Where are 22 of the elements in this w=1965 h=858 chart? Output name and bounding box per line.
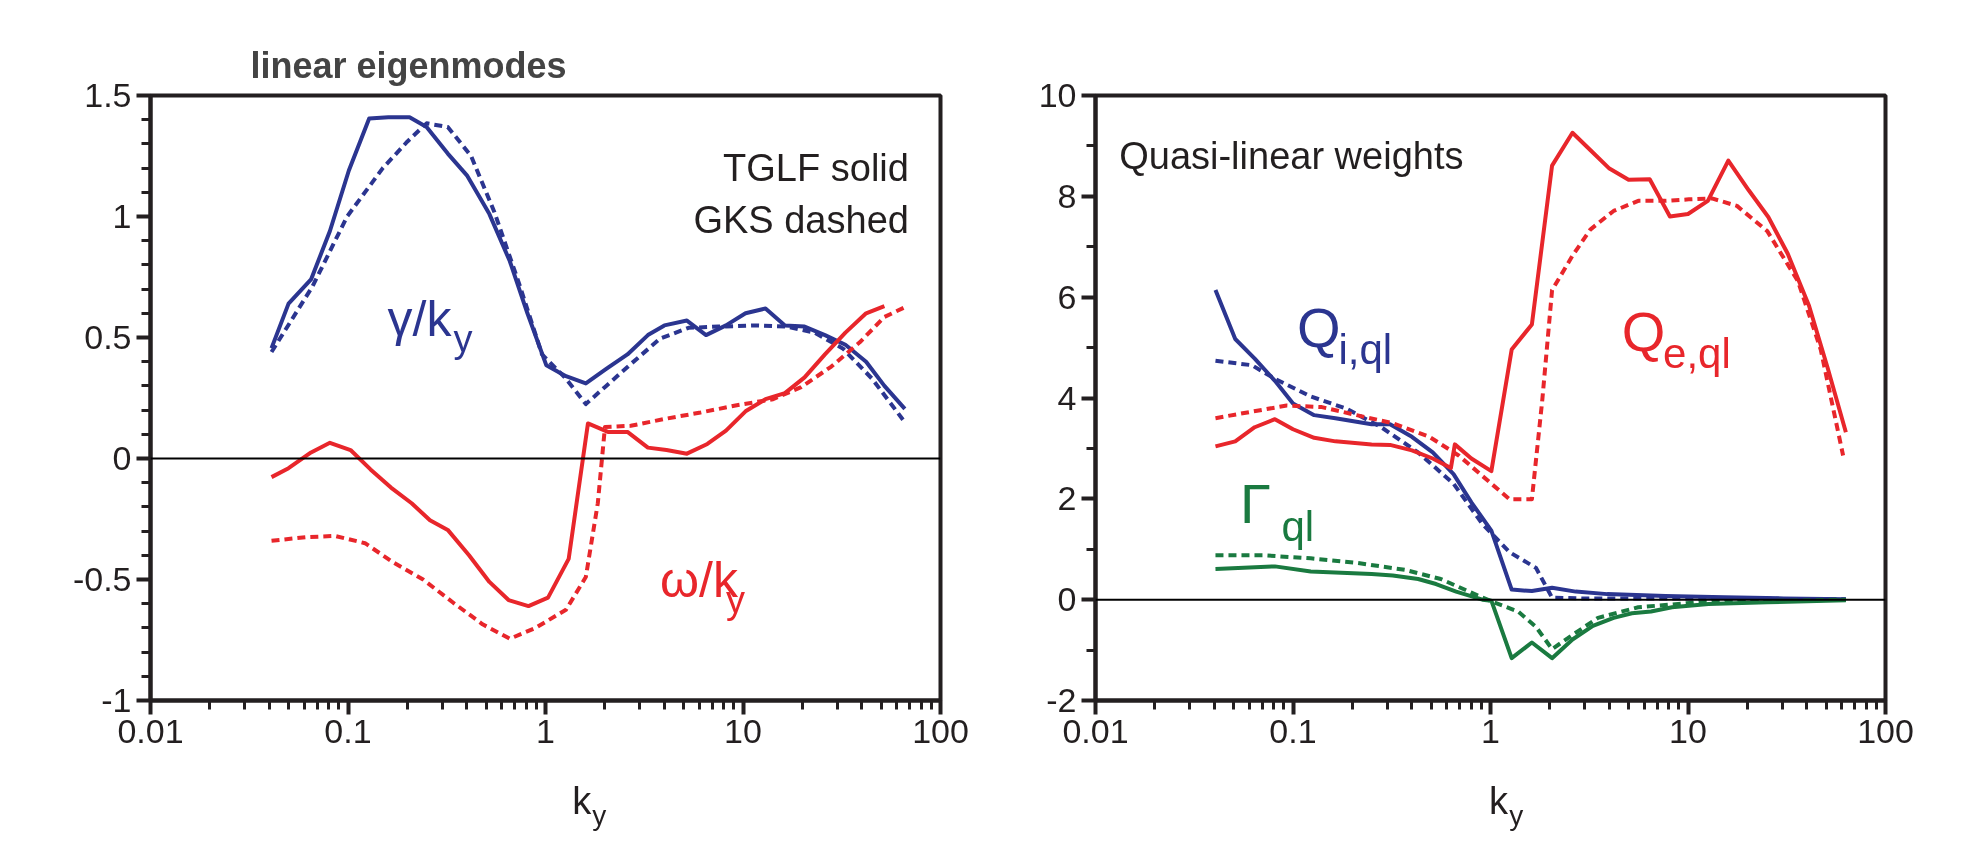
y-tick-label: 0.5 — [84, 318, 132, 356]
y-tick-label: -0.5 — [72, 560, 132, 598]
y-tick-label: 0 — [112, 439, 132, 477]
y-tick-label: 6 — [1057, 277, 1077, 316]
x-tick-label: 0.1 — [324, 711, 372, 750]
x-tick-label: 100 — [1857, 711, 1914, 750]
y-tick-label: 4 — [1057, 378, 1077, 417]
x-tick-label: 10 — [724, 711, 762, 750]
y-tick-label: 1 — [112, 197, 132, 235]
annotation: Quasi-linear weights — [1119, 135, 1464, 177]
y-tick-label: 1.5 — [84, 76, 132, 114]
x-tick-label: 1 — [536, 711, 555, 750]
x-tick-label: 10 — [1669, 711, 1707, 750]
chart-title: linear eigenmodes — [250, 44, 567, 86]
y-tick-label: 10 — [1038, 76, 1077, 114]
y-tick-label: 2 — [1057, 479, 1077, 518]
x-tick-label: 100 — [912, 711, 969, 750]
x-tick-label: 0.1 — [1269, 711, 1317, 750]
y-tick-label: 8 — [1057, 176, 1077, 215]
annotation: TGLF solid GKS dashed — [693, 147, 909, 242]
x-tick-label: 1 — [1481, 711, 1500, 750]
y-tick-label: 0 — [1057, 580, 1077, 619]
